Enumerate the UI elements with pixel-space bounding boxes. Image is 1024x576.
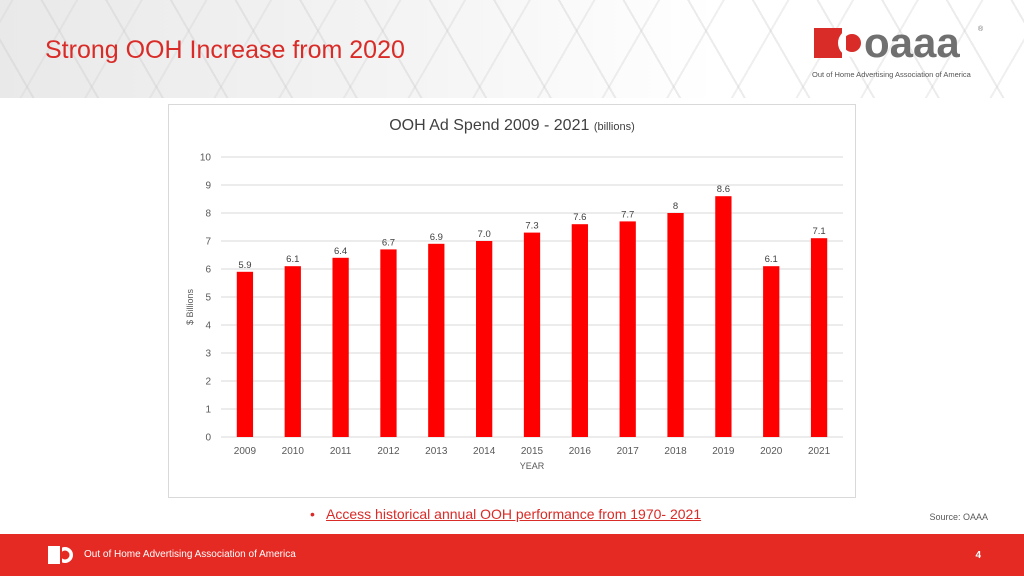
bar-2018 <box>667 213 684 437</box>
data-label-2017: 7.7 <box>621 209 634 220</box>
data-label-2016: 7.6 <box>573 212 586 223</box>
data-label-2011: 6.4 <box>334 246 347 257</box>
y-tick-label: 1 <box>205 405 211 416</box>
y-tick-label: 5 <box>205 293 211 304</box>
x-tick-label: 2009 <box>234 446 257 457</box>
chart-title-text: OOH Ad Spend 2009 - 2021 <box>389 117 590 134</box>
y-tick-label: 9 <box>205 181 211 192</box>
bar-2021 <box>810 238 828 437</box>
data-label-2010: 6.1 <box>286 254 299 265</box>
x-tick-label: 2011 <box>330 446 352 457</box>
chart-title-suffix: (billions) <box>593 121 635 133</box>
data-label-2015: 7.3 <box>525 221 538 232</box>
x-tick-label: 2015 <box>521 446 544 457</box>
data-label-2012: 6.7 <box>382 237 395 248</box>
y-tick-label: 7 <box>205 237 211 248</box>
historical-data-link[interactable]: Access historical annual OOH performance… <box>326 506 702 522</box>
oaaa-footer-icon <box>48 546 73 564</box>
bar-2009 <box>236 271 254 437</box>
x-tick-label: 2019 <box>712 446 735 457</box>
y-tick-label: 6 <box>205 265 211 276</box>
footer-org-name: Out of Home Advertising Association of A… <box>84 549 296 560</box>
svg-text:®: ® <box>978 25 984 33</box>
bar-2013 <box>428 243 445 437</box>
x-tick-label: 2010 <box>282 446 305 457</box>
bar-2014 <box>476 241 493 437</box>
data-label-2020: 6.1 <box>765 254 778 265</box>
bar-2016 <box>571 224 588 437</box>
data-label-2013: 6.9 <box>430 232 443 243</box>
x-tick-label: 2017 <box>617 446 640 457</box>
logo-tagline: Out of Home Advertising Association of A… <box>812 70 971 79</box>
x-tick-label: 2012 <box>377 446 400 457</box>
y-tick-label: 3 <box>205 349 211 360</box>
chart-title: OOH Ad Spend 2009 - 2021 (billions) <box>169 117 855 135</box>
historical-data-bullet: • Access historical annual OOH performan… <box>310 506 701 522</box>
y-tick-label: 2 <box>205 377 211 388</box>
bar-2010 <box>284 266 301 437</box>
bar-2020 <box>763 266 780 437</box>
bar-2017 <box>619 221 636 437</box>
oaaa-logo: oaaa ® <box>814 22 984 66</box>
footer-bar: Out of Home Advertising Association of A… <box>0 534 1024 576</box>
chart-container: OOH Ad Spend 2009 - 2021 (billions) 0 1 2 3… <box>168 104 856 498</box>
source-note: Source: OAAA <box>929 512 988 522</box>
bullet-marker: • <box>310 506 315 522</box>
x-tick-label: 2016 <box>569 446 592 457</box>
x-tick-label: 2013 <box>425 446 448 457</box>
bar-2012 <box>380 249 397 437</box>
y-axis-title: $ Billions <box>185 288 195 325</box>
y-tick-label: 10 <box>200 153 212 164</box>
y-tick-label: 8 <box>205 209 211 220</box>
data-label-2014: 7.0 <box>478 229 491 240</box>
x-tick-label: 2014 <box>473 446 496 457</box>
x-tick-label: 2018 <box>664 446 687 457</box>
logo-wordmark: oaaa <box>864 22 960 66</box>
y-tick-label: 4 <box>205 321 211 332</box>
bar-chart: 0 1 2 3 4 5 6 7 8 9 10 5.9 2009 6.1 2010 6.4 2011 6.7 2012… <box>185 153 843 471</box>
data-label-2018: 8 <box>673 201 678 212</box>
data-label-2009: 5.9 <box>238 260 251 271</box>
bar-2015 <box>523 232 541 437</box>
page-number: 4 <box>975 550 981 561</box>
x-axis-title: YEAR <box>520 461 545 471</box>
data-label-2019: 8.6 <box>717 184 730 195</box>
y-tick-label: 0 <box>205 433 211 444</box>
page-title: Strong OOH Increase from 2020 <box>45 36 405 64</box>
bar-2011 <box>332 257 349 437</box>
data-label-2021: 7.1 <box>812 226 825 237</box>
x-tick-label: 2021 <box>808 446 831 457</box>
bar-2019 <box>715 196 732 437</box>
x-tick-label: 2020 <box>760 446 783 457</box>
